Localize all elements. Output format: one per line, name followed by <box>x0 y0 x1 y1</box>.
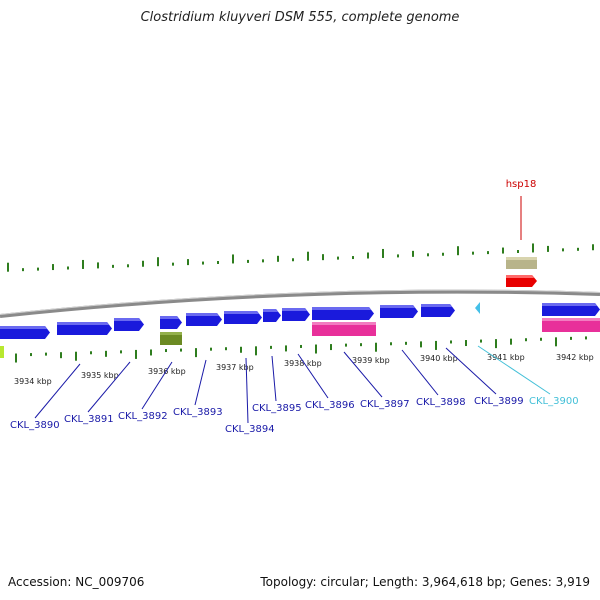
gene-label[interactable]: CKL_3900 <box>529 396 579 407</box>
khaki-feature-top <box>506 257 537 260</box>
cds-arrow[interactable] <box>0 326 50 339</box>
kbp-tick-label: 3937 kbp <box>216 363 254 372</box>
gene-leader-line <box>271 355 277 402</box>
cds-arrow[interactable] <box>224 311 262 324</box>
kbp-tick-label: 3939 kbp <box>352 356 390 365</box>
gene-label[interactable]: CKL_3891 <box>64 414 114 425</box>
gene-label[interactable]: CKL_3892 <box>118 411 168 422</box>
cds-arrow[interactable] <box>57 322 112 335</box>
cds-arrow[interactable] <box>312 307 374 320</box>
cds-arrow[interactable] <box>186 313 222 326</box>
gene-label[interactable]: CKL_3894 <box>225 424 275 435</box>
gene-label[interactable]: CKL_3893 <box>173 407 223 418</box>
kbp-tick-label: 3942 kbp <box>556 353 594 362</box>
gene-label[interactable]: CKL_3898 <box>416 397 466 408</box>
genome-backbone <box>0 289 600 318</box>
olive-feature-top <box>160 332 182 335</box>
kbp-tick-label: 3935 kbp <box>81 371 119 380</box>
kbp-tick-label: 3936 kbp <box>148 367 186 376</box>
gene-label[interactable]: CKL_3895 <box>252 403 302 414</box>
cds-arrow[interactable] <box>380 305 418 318</box>
kbp-tick-label: 3938 kbp <box>284 359 322 368</box>
cds-track <box>0 303 600 339</box>
cds-arrow[interactable] <box>263 309 281 322</box>
cds-arrow[interactable] <box>421 304 455 317</box>
gene-labels: CKL_3890 CKL_3891 CKL_3892 CKL_3893CKL_3894… <box>10 345 579 435</box>
gene-leader-line <box>445 347 497 395</box>
pink-feature-2-top <box>542 318 600 321</box>
cds-arrow-highlight <box>312 307 371 310</box>
gene-leader-line <box>477 345 551 395</box>
gene-leader-line <box>34 363 81 419</box>
pink-feature-1-top <box>312 322 376 325</box>
cds-arrow[interactable] <box>282 308 310 321</box>
cds-arrow-highlight <box>114 318 141 321</box>
olive-feature[interactable] <box>160 332 182 345</box>
gene-label[interactable]: CKL_3897 <box>360 399 410 410</box>
gene-leader-line <box>87 361 131 413</box>
gc-ticks-top <box>7 243 594 272</box>
cyan-arrow-feature[interactable] <box>475 302 480 314</box>
gene-label[interactable]: CKL_3899 <box>474 396 524 407</box>
cds-arrow-highlight <box>224 311 259 314</box>
cds-arrow[interactable] <box>542 303 600 316</box>
gene-leader-line <box>194 359 207 406</box>
cds-arrow-highlight <box>160 316 179 319</box>
gene-leader-line <box>297 353 329 399</box>
cds-arrow-highlight <box>380 305 415 308</box>
cds-arrow-highlight <box>0 326 47 329</box>
kbp-tick-label: 3941 kbp <box>487 353 525 362</box>
gene-label[interactable]: CKL_3896 <box>305 400 355 411</box>
cds-arrow-highlight <box>282 308 307 311</box>
cds-arrow-highlight <box>57 322 109 325</box>
hsp18-label[interactable]: hsp18 <box>506 179 537 190</box>
lime-feature[interactable] <box>0 346 4 358</box>
kbp-tick-label: 3940 kbp <box>420 354 458 363</box>
cds-arrow-highlight <box>542 303 597 306</box>
cds-arrow-highlight <box>186 313 219 316</box>
gene-leader-line <box>245 357 249 424</box>
genome-stats: Topology: circular; Length: 3,964,618 bp… <box>260 575 590 589</box>
gene-leader-line <box>141 361 173 410</box>
gene-label[interactable]: CKL_3890 <box>10 420 60 431</box>
gc-ticks-bottom <box>15 336 587 363</box>
genome-backbone-highlight <box>0 289 600 315</box>
cds-arrow[interactable] <box>160 316 182 329</box>
gene-leader-line <box>343 351 383 398</box>
pink-feature-1[interactable] <box>312 322 376 336</box>
kbp-tick-label: 3934 kbp <box>14 377 52 386</box>
accession-text: Accession: NC_009706 <box>8 575 145 589</box>
pink-feature-2[interactable] <box>542 318 600 332</box>
cds-arrow-highlight <box>421 304 452 307</box>
gene-leader-line <box>401 349 439 396</box>
genome-title: Clostridium kluyveri DSM 555, complete g… <box>140 10 460 25</box>
hsp18-feature-highlight <box>506 275 534 278</box>
kbp-scale: 3934 kbp 3935 kbp 3936 kbp 3937 kbp 3938 kbp… <box>14 353 594 386</box>
cds-arrow-highlight <box>263 309 278 312</box>
cds-arrow[interactable] <box>114 318 144 331</box>
